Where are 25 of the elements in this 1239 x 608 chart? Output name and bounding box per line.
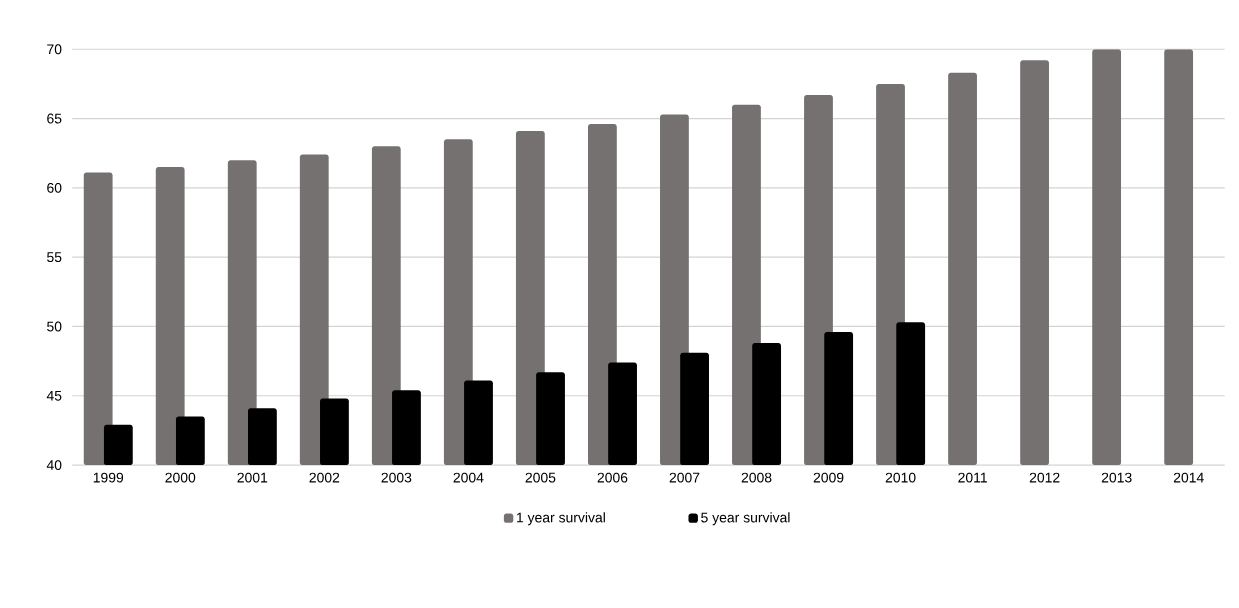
y-tick-label: 50 bbox=[47, 321, 62, 332]
x-tick-label: 2007 bbox=[669, 472, 700, 483]
x-tick-label: 2003 bbox=[381, 472, 412, 483]
x-tick-label: 2000 bbox=[165, 472, 196, 483]
x-tick-label: 2005 bbox=[525, 472, 556, 483]
x-tick-label: 2004 bbox=[453, 472, 484, 483]
x-tick-label: 2001 bbox=[237, 472, 268, 483]
y-tick-label: 40 bbox=[46, 460, 62, 470]
x-tick-label: 2012 bbox=[1029, 472, 1060, 483]
x-tick-label: 2002 bbox=[309, 472, 340, 483]
y-tick-label: 60 bbox=[47, 182, 62, 193]
x-tick-label: 2006 bbox=[597, 472, 628, 483]
y-tick-label: 45 bbox=[46, 390, 62, 401]
y-tick-label: 70 bbox=[47, 44, 62, 55]
x-tick-label: 2008 bbox=[741, 472, 772, 483]
y-tick-label: 55 bbox=[47, 252, 62, 262]
y-tick-label: 65 bbox=[47, 113, 62, 124]
legend-label: 5 year survival bbox=[701, 512, 790, 526]
legend-label: 1 year survival bbox=[517, 512, 605, 526]
x-tick-label: 2011 bbox=[958, 472, 987, 483]
x-tick-label: 2009 bbox=[813, 472, 844, 483]
x-tick-label: 2014 bbox=[1173, 472, 1204, 483]
x-tick-label: 1999 bbox=[93, 472, 124, 483]
x-tick-label: 2010 bbox=[885, 472, 916, 483]
x-tick-label: 2013 bbox=[1101, 472, 1132, 483]
